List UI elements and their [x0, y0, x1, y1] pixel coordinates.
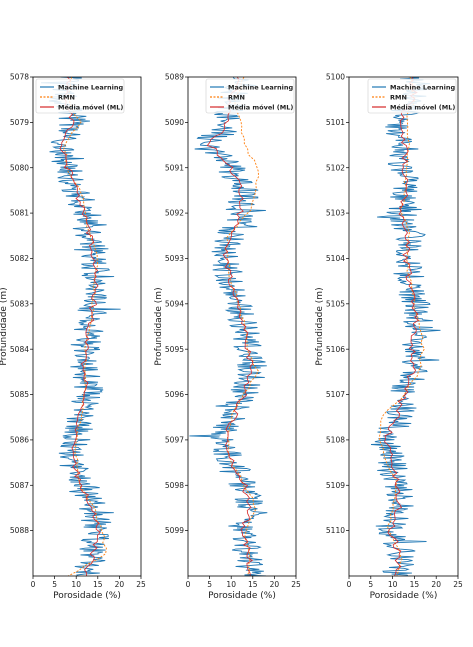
legend-box	[35, 78, 125, 114]
y-axis-label: Profundidade (m)	[0, 287, 9, 365]
series-line-machine-learning	[40, 77, 121, 576]
chart-panel-2: 0 5 10 15 20 25 5089 5090 5091 5092 5093 5094 5095 50…	[154, 73, 301, 601]
y-tick-label: 5097	[165, 436, 184, 445]
plot-area	[189, 77, 268, 576]
x-tick-label: 20	[270, 580, 280, 589]
series-line-moving-average	[384, 77, 419, 576]
y-tick-label: 5110	[326, 526, 345, 535]
series-line-machine-learning	[189, 77, 268, 576]
y-tick-label: 5083	[10, 299, 29, 308]
legend-label: RMN	[390, 93, 407, 101]
x-tick-label: 0	[347, 580, 352, 589]
plot-frame	[187, 76, 297, 577]
y-tick-label: 5101	[326, 118, 345, 127]
x-tick-label: 15	[410, 580, 420, 589]
legend-label: RMN	[228, 93, 245, 101]
y-tick-label: 5105	[326, 299, 345, 308]
legend-label: RMN	[58, 93, 75, 101]
y-tick-label: 5102	[326, 163, 345, 172]
x-tick-label: 0	[186, 580, 191, 589]
y-tick-label: 5086	[10, 436, 29, 445]
series-line-moving-average	[59, 77, 101, 576]
y-tick-label: 5099	[165, 526, 184, 535]
y-tick-label: 5081	[10, 209, 29, 218]
series-line-moving-average	[206, 77, 254, 576]
y-tick-label: 5091	[165, 163, 184, 172]
chart-panel-1: 0 5 10 15 20 25 5078 5079 5080 5081 5082 5083 5084 50…	[0, 73, 146, 601]
y-tick-label: 5109	[326, 481, 345, 490]
plot-frame	[348, 76, 459, 577]
x-tick-label: 5	[52, 580, 57, 589]
chart-panel-3: 0 5 10 15 20 25 5100 5101 5102 5103 5104 5105 5106 51…	[315, 73, 463, 601]
y-tick-label: 5078	[10, 73, 29, 82]
x-tick-label: 25	[453, 580, 463, 589]
legend: Machine Learning RMN Média móvel (ML)	[205, 78, 295, 114]
x-axis-label: Porosidade (%)	[370, 591, 438, 601]
x-tick-label: 10	[388, 580, 398, 589]
legend: Machine Learning RMN Média móvel (ML)	[35, 78, 125, 114]
x-axis-label: Porosidade (%)	[53, 591, 121, 601]
y-tick-label: 5093	[165, 254, 184, 263]
y-tick-label: 5080	[10, 163, 29, 172]
y-tick-label: 5095	[165, 345, 184, 354]
legend-box	[367, 78, 457, 114]
x-tick-label: 0	[31, 580, 36, 589]
x-tick-label: 10	[226, 580, 236, 589]
y-tick-label: 5079	[10, 118, 29, 127]
legend-label: Machine Learning	[228, 83, 293, 91]
y-tick-label: 5087	[10, 481, 29, 490]
y-tick-label: 5108	[326, 436, 345, 445]
y-tick-label: 5085	[10, 390, 29, 399]
series-line-machine-learning	[370, 77, 441, 576]
y-tick-label: 5092	[165, 209, 184, 218]
y-tick-label: 5088	[10, 526, 29, 535]
legend: Machine Learning RMN Média móvel (ML)	[367, 78, 457, 114]
legend-label: Média móvel (ML)	[58, 103, 123, 111]
legend-label: Média móvel (ML)	[228, 103, 293, 111]
x-tick-label: 20	[431, 580, 441, 589]
series-line-rmn	[378, 77, 426, 576]
x-tick-label: 5	[368, 580, 373, 589]
y-tick-label: 5100	[326, 73, 345, 82]
plot-frame	[32, 76, 142, 577]
y-tick-label: 5096	[165, 390, 184, 399]
y-tick-label: 5098	[165, 481, 184, 490]
x-tick-label: 15	[93, 580, 103, 589]
x-tick-label: 20	[115, 580, 125, 589]
y-tick-label: 5090	[165, 118, 184, 127]
plot-area	[40, 77, 121, 576]
legend-label: Machine Learning	[390, 83, 455, 91]
x-tick-label: 25	[291, 580, 301, 589]
y-tick-label: 5103	[326, 209, 345, 218]
y-tick-label: 5082	[10, 254, 29, 263]
series-line-rmn	[224, 77, 259, 576]
y-tick-label: 5089	[165, 73, 184, 82]
y-tick-label: 5094	[165, 299, 184, 308]
x-tick-label: 15	[248, 580, 258, 589]
x-tick-label: 5	[207, 580, 212, 589]
y-tick-label: 5104	[326, 254, 345, 263]
y-tick-label: 5084	[10, 345, 29, 354]
plot-area	[370, 77, 441, 576]
y-tick-label: 5106	[326, 345, 345, 354]
y-tick-label: 5107	[326, 390, 345, 399]
y-axis-label: Profundidade (m)	[154, 287, 164, 365]
x-axis-label: Porosidade (%)	[208, 591, 276, 601]
y-axis-label: Profundidade (m)	[315, 287, 325, 365]
legend-box	[205, 78, 295, 114]
legend-label: Média móvel (ML)	[390, 103, 455, 111]
legend-label: Machine Learning	[58, 83, 123, 91]
x-tick-label: 10	[71, 580, 81, 589]
x-tick-label: 25	[136, 580, 146, 589]
